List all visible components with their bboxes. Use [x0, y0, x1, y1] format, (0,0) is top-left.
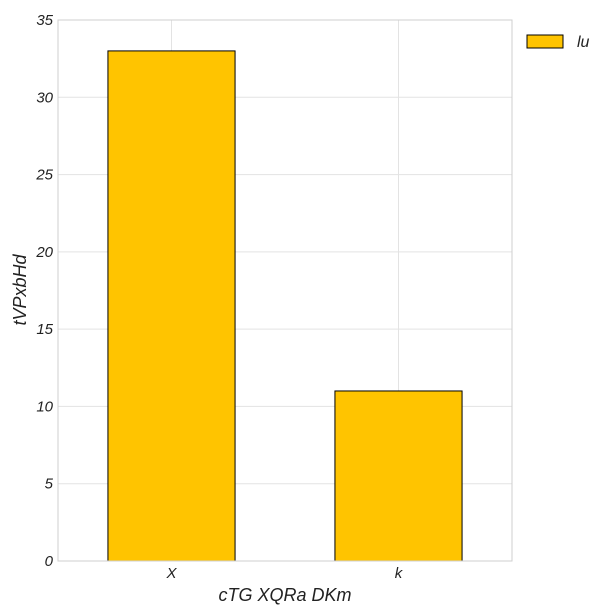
x-axis-title: cTG XQRa DKm [218, 585, 351, 605]
y-tick-label: 10 [36, 398, 53, 415]
x-tick-label: X [165, 565, 177, 582]
y-tick-label: 0 [45, 553, 54, 570]
legend-swatch [526, 34, 564, 49]
legend: lu [526, 34, 590, 51]
bar-X [107, 50, 236, 562]
y-tick-label: 35 [36, 12, 53, 29]
y-tick-label: 15 [36, 321, 53, 338]
y-tick-label: 5 [45, 476, 54, 493]
y-axis-ticks: 0 5 10 15 20 25 30 35 [35, 12, 53, 570]
y-tick-label: 20 [35, 244, 53, 261]
legend-label: lu [577, 34, 590, 51]
y-axis-title: tVPxbHd [10, 254, 30, 326]
bars [107, 50, 463, 562]
x-tick-label: k [395, 565, 404, 582]
y-tick-label: 25 [35, 167, 53, 184]
plot-frame [57, 19, 513, 562]
y-tick-label: 30 [36, 89, 53, 106]
bar-k [334, 390, 463, 562]
